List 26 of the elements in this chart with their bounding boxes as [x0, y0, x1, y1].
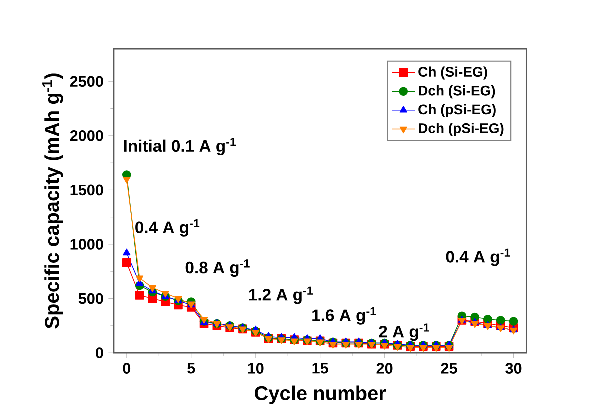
annotation: 0.4 A g$^{-1}$ [446, 248, 510, 266]
legend-label: Ch (Si-EG) [418, 66, 488, 80]
x-tick-label: 20 [376, 363, 393, 374]
annotation: 0.8 A g$^{-1}$ [186, 260, 250, 278]
x-tick-label: 5 [188, 363, 196, 374]
x-tick-label: 15 [312, 363, 328, 374]
x-tick-label: 25 [441, 363, 458, 374]
annotation: 1.6 A g$^{-1}$ [312, 307, 376, 325]
y-tick-label: 500 [78, 293, 104, 304]
annotation: Initial 0.1 A g$^{-1}$ [124, 138, 236, 156]
x-tick-label: 0 [123, 363, 131, 374]
x-tick-label: 30 [506, 363, 522, 374]
annotation: 2 A g$^{-1}$ [379, 324, 430, 342]
annotation: 1.2 A g$^{-1}$ [249, 286, 314, 304]
y-tick-label: 0 [96, 348, 104, 358]
annotation: 0.4 A g$^{-1}$ [136, 220, 200, 237]
legend-label: Dch (Si-EG) [419, 86, 496, 99]
legend-label: Dch (pSi-EG) [419, 123, 504, 136]
x-tick-label: 10 [248, 363, 264, 374]
x-axis-title: Cycle number [255, 386, 386, 404]
y-tick-label: 1000 [70, 239, 104, 250]
y-tick-label: 2500 [70, 76, 104, 88]
legend-label: Ch (pSi-EG) [418, 104, 496, 118]
y-tick-label: 2000 [70, 130, 104, 142]
y-axis-title: Specific capacity (mAh g$^{-1}$) [42, 74, 64, 329]
y-tick-label: 1500 [70, 184, 104, 196]
